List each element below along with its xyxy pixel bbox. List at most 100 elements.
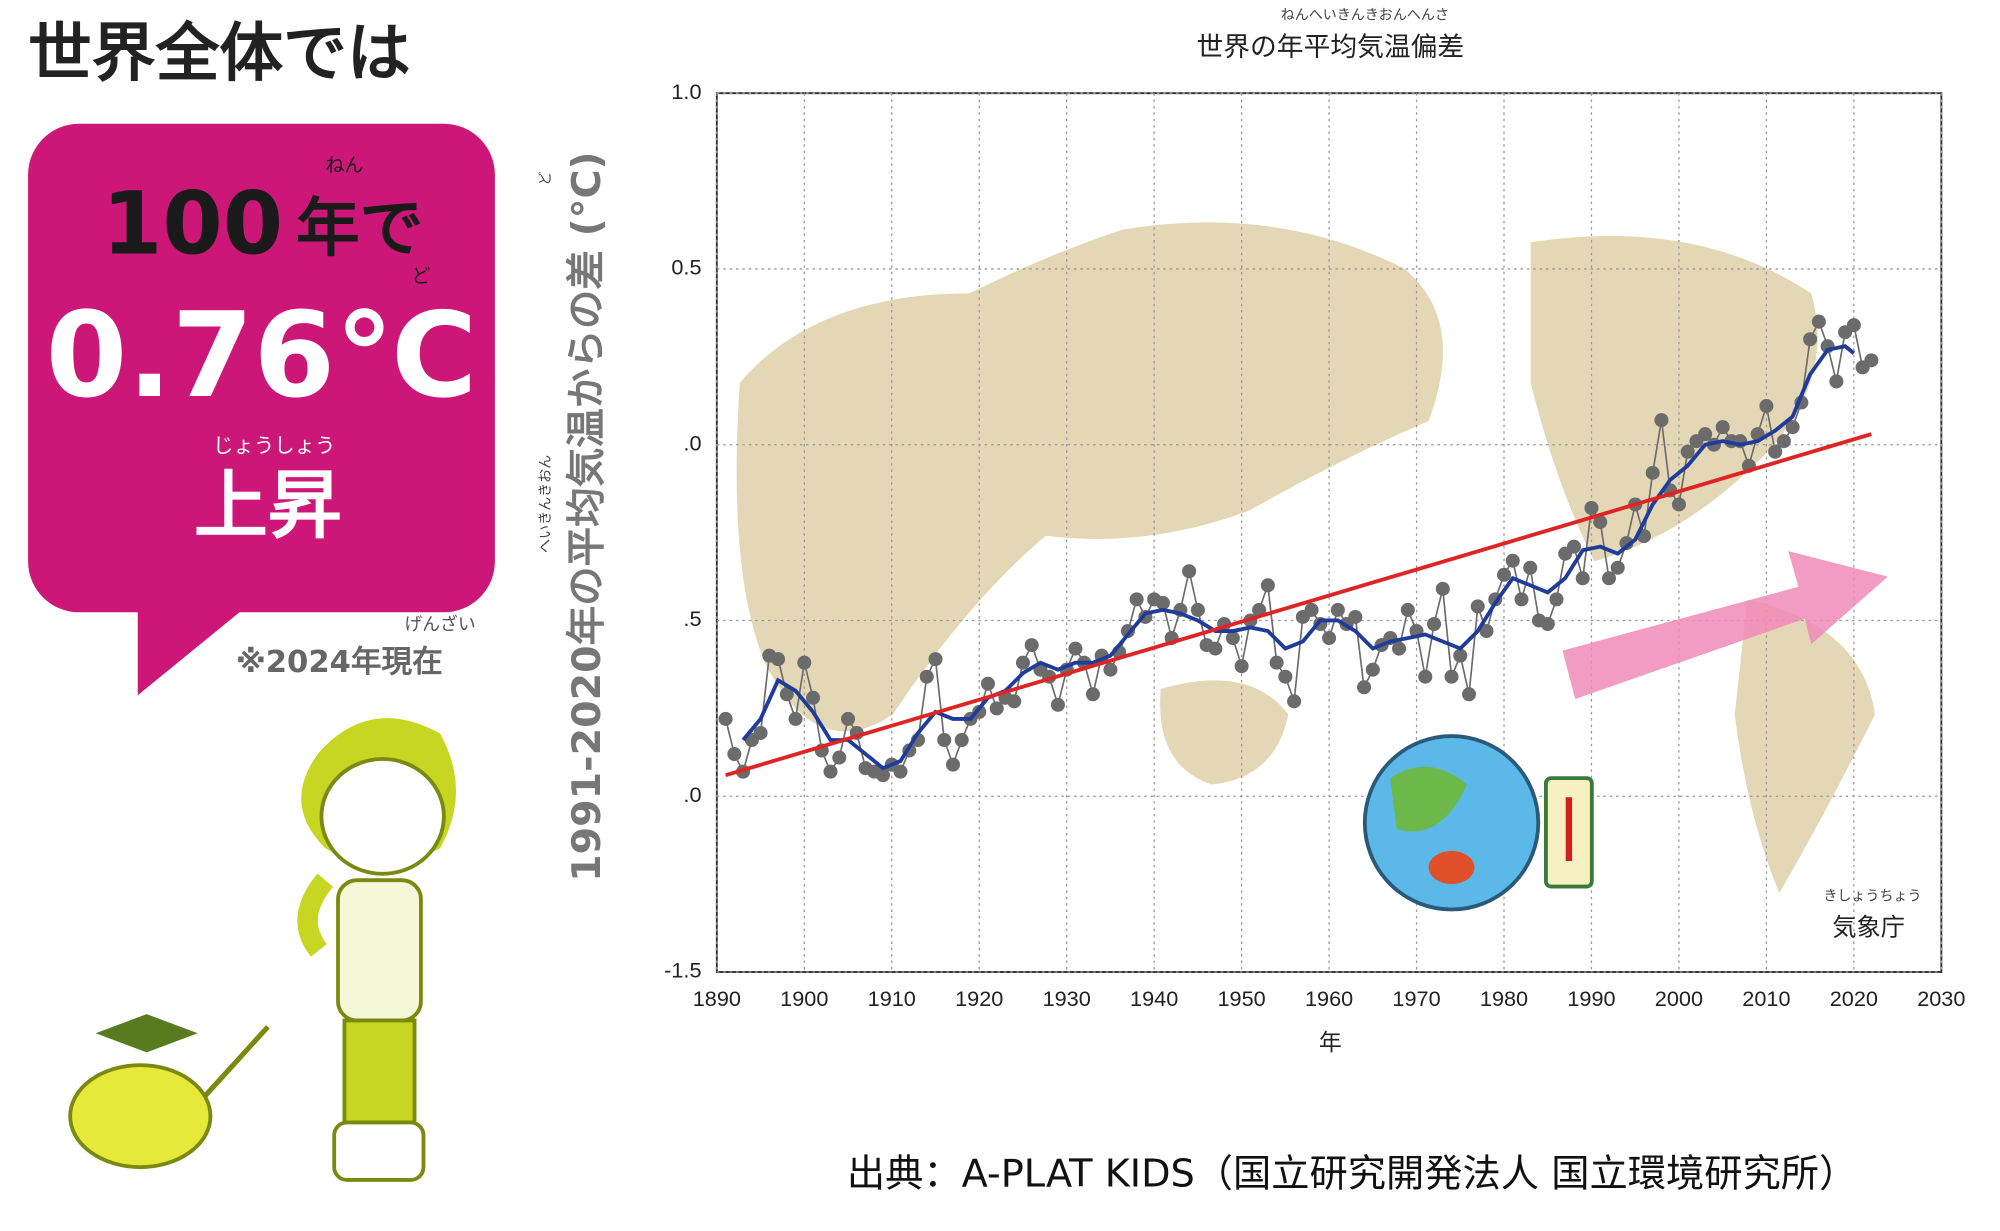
data-point [1584, 500, 1599, 515]
data-point [1024, 638, 1039, 653]
data-point [1234, 659, 1249, 674]
ruby: ど [538, 172, 554, 186]
data-point [823, 764, 838, 779]
x-tick-label: 1980 [1480, 986, 1528, 1011]
y-tick-label: .0 [683, 782, 701, 807]
data-point [1357, 680, 1372, 695]
callout-box [28, 123, 495, 613]
chart-title: 世界の年平均気温偏差 [1197, 32, 1465, 63]
data-point [1462, 687, 1477, 702]
data-point [1155, 595, 1170, 610]
data-point [788, 711, 803, 726]
ruby: ねんへいきんきおんへんさ [1281, 7, 1449, 23]
data-point [1444, 669, 1459, 684]
series-line [725, 432, 1872, 778]
data-point [876, 768, 891, 783]
callout-amount: 0.76℃ [46, 287, 478, 424]
data-point [1304, 602, 1319, 617]
data-point [1182, 564, 1197, 579]
x-tick-label: 1900 [780, 986, 828, 1011]
data-point [945, 757, 961, 772]
series-line [741, 344, 1856, 771]
data-point [1540, 616, 1555, 632]
data-point [1698, 427, 1713, 442]
data-point [1715, 420, 1730, 435]
ruby: ど [411, 264, 430, 287]
x-tick-label: 1970 [1392, 986, 1440, 1011]
ruby: じょうしょう [213, 433, 335, 457]
data-point [1007, 694, 1022, 709]
ruby: へいきんきおん [538, 455, 554, 553]
data-point [1085, 687, 1100, 702]
x-tick-label: 2030 [1917, 986, 1965, 1011]
x-tick-label: 2000 [1655, 986, 1703, 1011]
data-point [937, 732, 952, 748]
data-point [718, 711, 733, 726]
x-tick-label: 1940 [1130, 986, 1178, 1011]
data-point [1776, 434, 1791, 449]
data-point [1864, 353, 1879, 368]
data-point [1050, 697, 1065, 712]
y-tick-label: 0.5 [671, 255, 701, 280]
data-point [727, 747, 742, 762]
data-point [1225, 631, 1240, 646]
ruby: きしょうちょう [1823, 889, 1921, 905]
y-tick-label: .5 [683, 606, 701, 631]
data-point [1470, 599, 1485, 614]
data-point [1566, 539, 1581, 554]
x-tick-label: 1920 [955, 986, 1003, 1011]
data-point [1514, 592, 1529, 607]
data-point [980, 676, 995, 691]
credit: 気象庁 [1832, 914, 1905, 942]
data-point [1260, 578, 1275, 593]
bird-illustration [68, 1014, 270, 1170]
data-point [1601, 571, 1616, 586]
data-point [1645, 465, 1660, 480]
map-background [715, 92, 1943, 973]
data-point [1619, 536, 1634, 551]
data-point [1654, 413, 1669, 428]
data-point [1015, 655, 1030, 670]
data-point [779, 687, 794, 702]
ruby: ねん [325, 153, 363, 176]
y-tick-label: .0 [683, 430, 701, 455]
data-point [1269, 655, 1284, 670]
data-point [893, 764, 908, 779]
data-point [989, 701, 1004, 716]
x-axis-label: 年 [1319, 1030, 1342, 1056]
data-point [841, 711, 856, 726]
callout-tail [137, 599, 256, 696]
data-point [1759, 399, 1774, 414]
data-point [771, 652, 786, 667]
y-tick-label: 1.0 [671, 79, 701, 104]
ruby: げんざい [404, 613, 475, 635]
data-point [1575, 571, 1590, 586]
data-point [1496, 567, 1512, 582]
data-point [1322, 631, 1337, 646]
earth-illustration [1362, 734, 1594, 912]
data-point [797, 655, 812, 670]
data-point [1505, 553, 1520, 568]
x-tick-label: 1890 [693, 986, 741, 1011]
callout-number: 100 [102, 174, 283, 275]
data-point [1811, 314, 1826, 329]
data-point [1068, 641, 1083, 656]
data-point [1330, 602, 1345, 617]
x-tick-label: 1960 [1305, 986, 1353, 1011]
data-point [919, 669, 934, 684]
data-point [1208, 641, 1223, 656]
data-point [928, 652, 943, 667]
data-point [954, 732, 969, 748]
callout-verb: 上昇 [194, 463, 342, 549]
x-tick-label: 2010 [1742, 986, 1790, 1011]
data-point [1671, 497, 1686, 512]
data-point [1365, 662, 1380, 677]
data-point [806, 690, 821, 705]
data-point [1427, 616, 1442, 632]
data-point [1287, 694, 1302, 709]
plot: 1.0 0.5 .0 .5 .0 -1.5 1890 1900 1910 1920 1930 1940… [664, 79, 1965, 1011]
data-point [1523, 560, 1538, 575]
data-point [1549, 592, 1564, 607]
